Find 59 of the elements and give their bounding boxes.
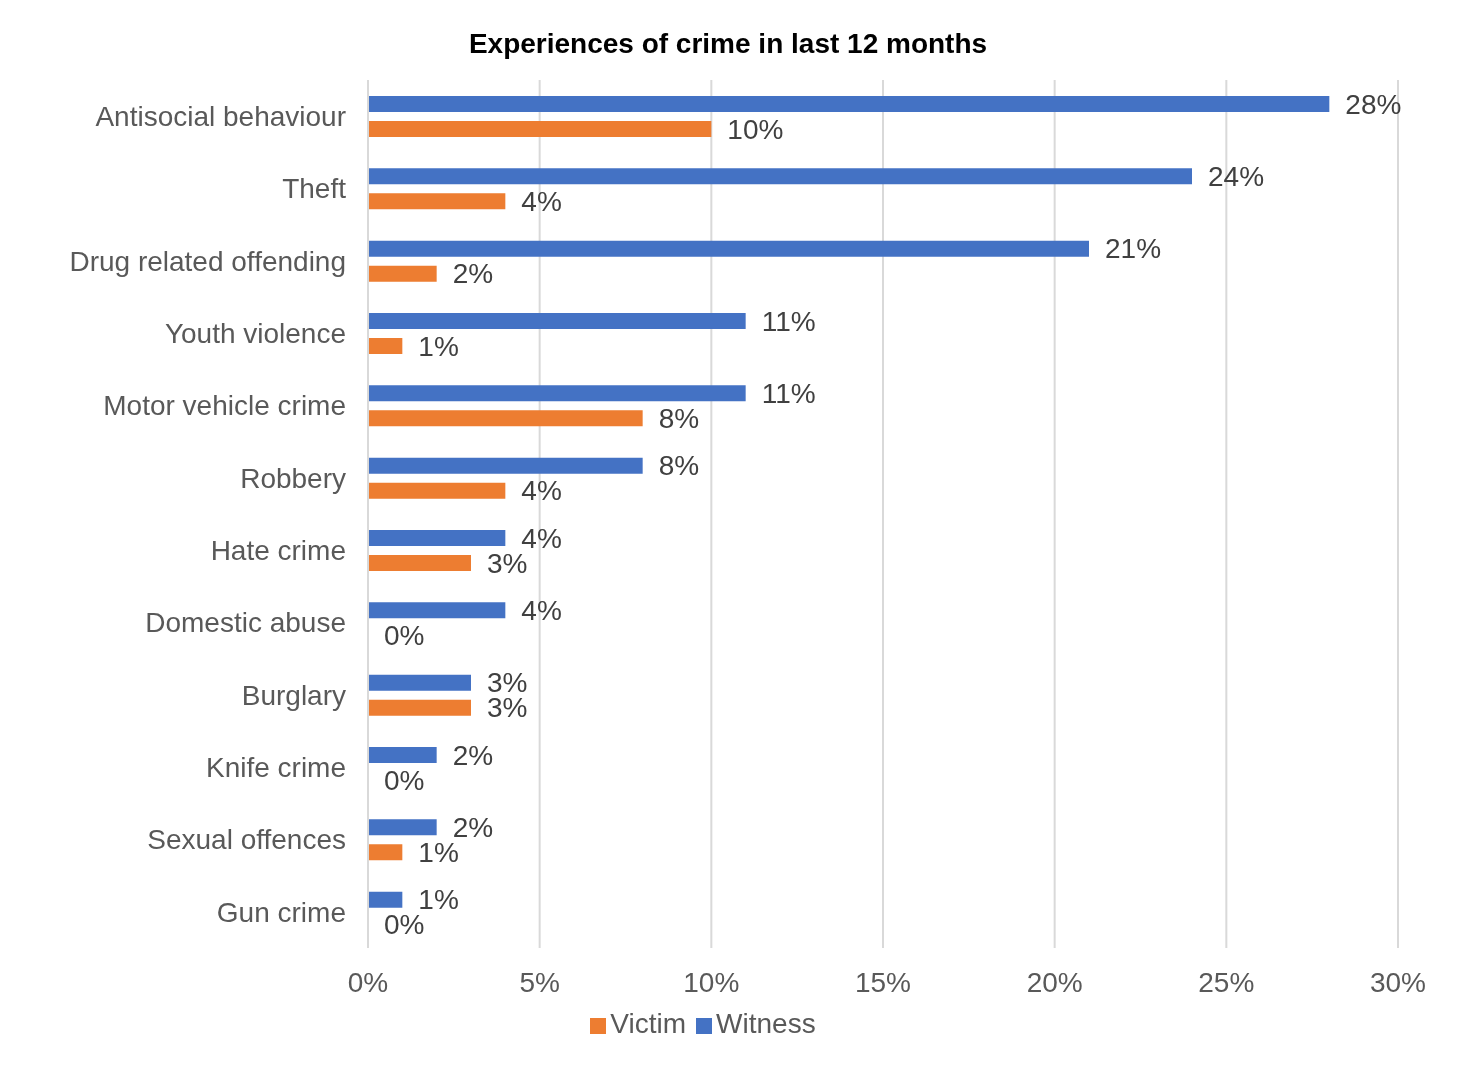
data-label: 1% (418, 330, 459, 362)
y-tick-label: Theft (282, 173, 347, 205)
data-label: 10% (727, 113, 784, 145)
bar (368, 265, 437, 282)
bar (368, 240, 1089, 257)
bar (368, 168, 1192, 185)
legend-label: Witness (716, 1008, 816, 1039)
bar (368, 555, 471, 571)
bar (368, 819, 437, 836)
bar (368, 338, 403, 354)
bar (368, 747, 437, 763)
y-tick-label: Knife crime (205, 752, 346, 784)
bar (368, 457, 643, 474)
chart-title: Experiences of crime in last 12 months (467, 27, 989, 60)
y-tick-label: Gun crime (216, 896, 346, 928)
data-label: 4% (521, 595, 562, 627)
y-tick-label: Sexual offences (147, 824, 346, 856)
bar (368, 530, 506, 546)
y-tick-label: Antisocial behaviour (95, 101, 346, 133)
bar (368, 385, 746, 402)
data-label: 21% (1105, 233, 1162, 265)
data-label: 4% (521, 186, 562, 218)
data-label: 11% (761, 378, 816, 410)
x-tick-label: 10% (683, 966, 740, 998)
x-tick-label: 5% (519, 966, 560, 998)
data-label: 0% (384, 764, 425, 796)
legend-label: Victim (610, 1008, 687, 1039)
bar (368, 674, 471, 691)
y-tick-label: Domestic abuse (145, 607, 346, 639)
data-label: 28% (1345, 88, 1402, 120)
bar (368, 313, 746, 329)
y-tick-label: Youth violence (164, 318, 346, 350)
y-tick-label: Burglary (241, 679, 346, 711)
data-label: 2% (452, 739, 494, 771)
x-tick-label: 20% (1026, 966, 1083, 998)
bar (368, 602, 506, 619)
bar (368, 844, 403, 861)
y-tick-label: Hate crime (210, 535, 346, 567)
data-label: 4% (521, 475, 562, 507)
data-label: 2% (452, 258, 494, 290)
bar (368, 699, 471, 716)
y-tick-label: Drug related offending (69, 245, 346, 277)
x-tick-label: 30% (1369, 966, 1427, 998)
y-tick-label: Motor vehicle crime (103, 390, 346, 422)
data-label: 8% (658, 403, 700, 435)
bar (368, 121, 712, 137)
y-tick-label: Robbery (240, 462, 346, 494)
x-tick-label: 0% (347, 966, 389, 998)
bar (368, 193, 506, 210)
data-label: 8% (658, 450, 700, 482)
bar (368, 891, 403, 908)
data-label: 0% (384, 620, 425, 652)
bar (368, 482, 506, 499)
bar (368, 410, 643, 427)
bar (368, 96, 1330, 112)
data-label: 24% (1208, 161, 1265, 193)
x-tick-label: 25% (1198, 966, 1255, 998)
data-label: 11% (761, 305, 816, 337)
x-tick-label: 15% (854, 966, 912, 998)
